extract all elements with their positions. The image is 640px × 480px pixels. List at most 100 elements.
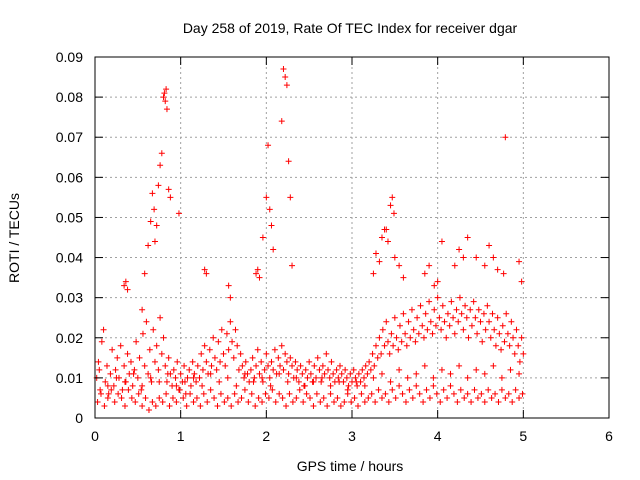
data-point [201,342,208,349]
data-point [396,382,403,389]
data-point [436,314,443,321]
data-point [217,390,224,397]
data-point [94,398,101,405]
data-point [259,398,266,405]
data-point [145,406,152,413]
data-point [498,346,505,353]
data-point [254,346,261,353]
data-point [460,254,467,261]
data-point [225,346,232,353]
data-point [378,394,385,401]
y-tick-label: 0.02 [56,330,83,346]
data-point [133,338,140,345]
data-point [444,310,451,317]
data-point [451,262,458,269]
data-point [502,394,509,401]
data-point [414,314,421,321]
data-point [378,370,385,377]
data-point [361,382,368,389]
data-point [395,346,402,353]
data-point [444,394,451,401]
data-point [151,206,158,213]
data-point [153,342,160,349]
data-point [203,358,210,365]
data-point [338,370,345,377]
x-tick-label: 5 [519,428,527,444]
data-point [248,390,255,397]
data-point [241,370,248,377]
data-point [235,398,242,405]
data-point [325,366,332,373]
data-point [485,386,492,393]
data-point [464,234,471,241]
data-point [211,394,218,401]
data-point [513,326,520,333]
data-point [451,330,458,337]
data-point [191,370,198,377]
data-point [429,330,436,337]
data-point [167,194,174,201]
data-point [475,306,482,313]
data-point [410,326,417,333]
data-point [227,318,234,325]
data-point [470,298,477,305]
data-point [396,262,403,269]
data-point [460,326,467,333]
data-point [147,374,154,381]
data-point [354,382,361,389]
data-point [141,270,148,277]
data-point [220,350,227,357]
data-point [121,282,128,289]
data-point [366,358,373,365]
data-point [317,398,324,405]
grid-lines [95,57,609,418]
data-point [145,242,152,249]
data-point [277,362,284,369]
data-point [177,370,184,377]
data-point [266,374,273,381]
data-point [465,334,472,341]
data-point [148,378,155,385]
data-point [393,334,400,341]
data-point [392,394,399,401]
data-point [280,366,287,373]
data-point [503,310,510,317]
x-axis-label: GPS time / hours [297,458,404,474]
data-point [420,334,427,341]
data-point [208,362,215,369]
data-point [464,390,471,397]
data-point [518,334,525,341]
data-point [426,394,433,401]
data-point [113,374,120,381]
data-point [455,318,462,325]
data-point [430,382,437,389]
data-point [379,326,386,333]
data-point [169,394,176,401]
data-point [375,386,382,393]
data-point [402,330,409,337]
data-point [383,318,390,325]
data-point [506,342,513,349]
data-point [276,370,283,377]
data-point [155,182,162,189]
data-point [467,306,474,313]
data-point [196,374,203,381]
data-point [247,366,254,373]
data-point [181,378,188,385]
data-point [255,394,262,401]
data-point [387,202,394,209]
data-point [160,94,167,101]
data-point [300,398,307,405]
data-point [388,330,395,337]
data-point [213,366,220,373]
data-point [136,354,143,361]
data-point [279,394,286,401]
data-point [256,370,263,377]
data-point [504,330,511,337]
data-point [141,362,148,369]
data-point [416,390,423,397]
data-point [224,394,231,401]
data-point [295,378,302,385]
data-point [265,394,272,401]
data-point [490,254,497,261]
